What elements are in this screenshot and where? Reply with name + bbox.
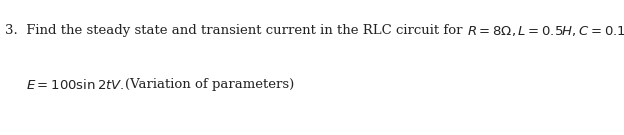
Text: $R = 8\Omega, L = 0.5H, C = 0.1F,$: $R = 8\Omega, L = 0.5H, C = 0.1F,$	[467, 24, 624, 38]
Text: 3.  Find the steady state and transient current in the RLC circuit for: 3. Find the steady state and transient c…	[5, 24, 467, 37]
Text: $E = 100\sin 2tV.$: $E = 100\sin 2tV.$	[26, 78, 125, 92]
Text: (Variation of parameters): (Variation of parameters)	[125, 78, 294, 91]
